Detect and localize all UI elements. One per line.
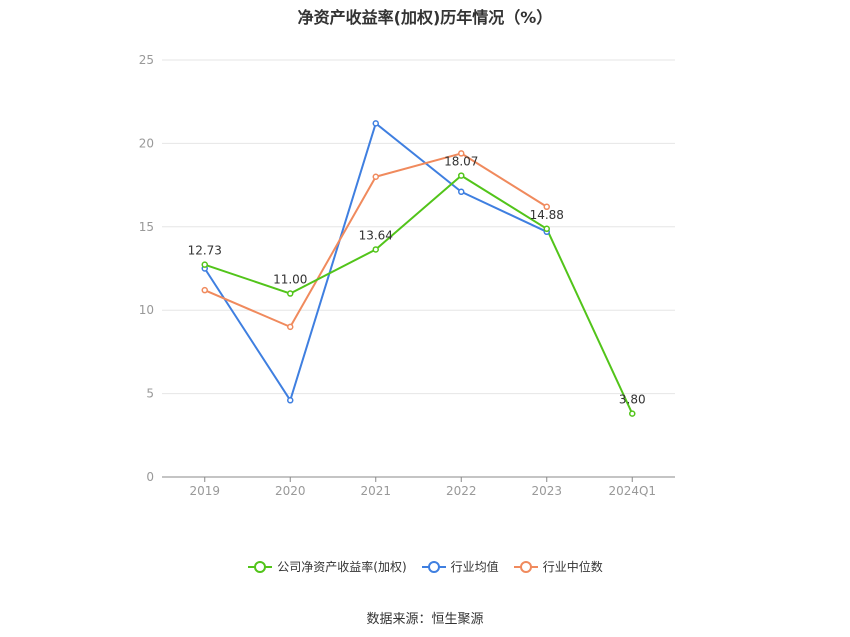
data-label: 12.73 [188, 244, 222, 258]
axes: 0 5 10 15 20 25 2019 2020 2021 2022 2023 2024Q1 [139, 53, 675, 498]
y-tick-label: 20 [139, 136, 154, 150]
data-point [372, 246, 379, 253]
data-point [287, 397, 294, 404]
legend-label: 行业均值 [450, 560, 499, 574]
legend-item[interactable]: 行业中位数 [513, 558, 603, 575]
gridlines [162, 59, 675, 395]
data-point [372, 120, 379, 127]
x-tick-label: 2024Q1 [608, 484, 656, 498]
y-tick-label: 15 [139, 220, 154, 234]
legend-marker-icon [248, 560, 273, 573]
legend-item[interactable]: 公司净资产收益率(加权) [247, 558, 407, 575]
chart-title: 净资产收益率(加权)历年情况（%） [297, 8, 553, 27]
data-label: 11.00 [273, 273, 307, 287]
series-line [204, 174, 634, 415]
data-point [287, 323, 294, 331]
y-tick-label: 5 [146, 387, 154, 401]
x-tick-label: 2023 [531, 484, 562, 498]
data-point [543, 203, 550, 211]
data-point [543, 225, 550, 233]
x-tick-label: 2021 [360, 484, 391, 498]
data-label: 3.80 [619, 393, 646, 407]
y-tick-label: 25 [139, 53, 154, 67]
data-point [287, 290, 294, 297]
legend: 公司净资产收益率(加权) 行业均值 行业中位数 [0, 558, 850, 575]
series-line [203, 122, 548, 402]
y-tick-label: 10 [139, 303, 154, 317]
data-label: 14.88 [530, 208, 564, 222]
x-tick-label: 2022 [446, 484, 477, 498]
legend-marker-icon [421, 560, 446, 573]
data-source: 数据来源：恒生聚源 [366, 612, 484, 627]
data-point [458, 150, 465, 157]
x-tick-label: 2020 [275, 484, 306, 498]
legend-marker-icon [513, 560, 538, 573]
legend-label: 行业中位数 [542, 560, 603, 574]
data-point [629, 410, 636, 417]
legend-label: 公司净资产收益率(加权) [277, 560, 407, 574]
data-point [458, 172, 465, 179]
data-label: 13.64 [359, 228, 393, 242]
x-tick-label: 2019 [189, 484, 220, 498]
y-tick-label: 0 [146, 470, 154, 484]
data-point [201, 261, 208, 268]
data-labels: 12.73 11.00 13.64 18.07 14.88 3.80 [188, 155, 646, 407]
data-point [201, 286, 208, 294]
legend-item[interactable]: 行业均值 [421, 558, 499, 575]
series-points [201, 120, 636, 417]
series-lines [203, 122, 634, 415]
data-point [458, 188, 465, 196]
data-label: 18.07 [444, 155, 478, 169]
data-point [372, 173, 379, 181]
